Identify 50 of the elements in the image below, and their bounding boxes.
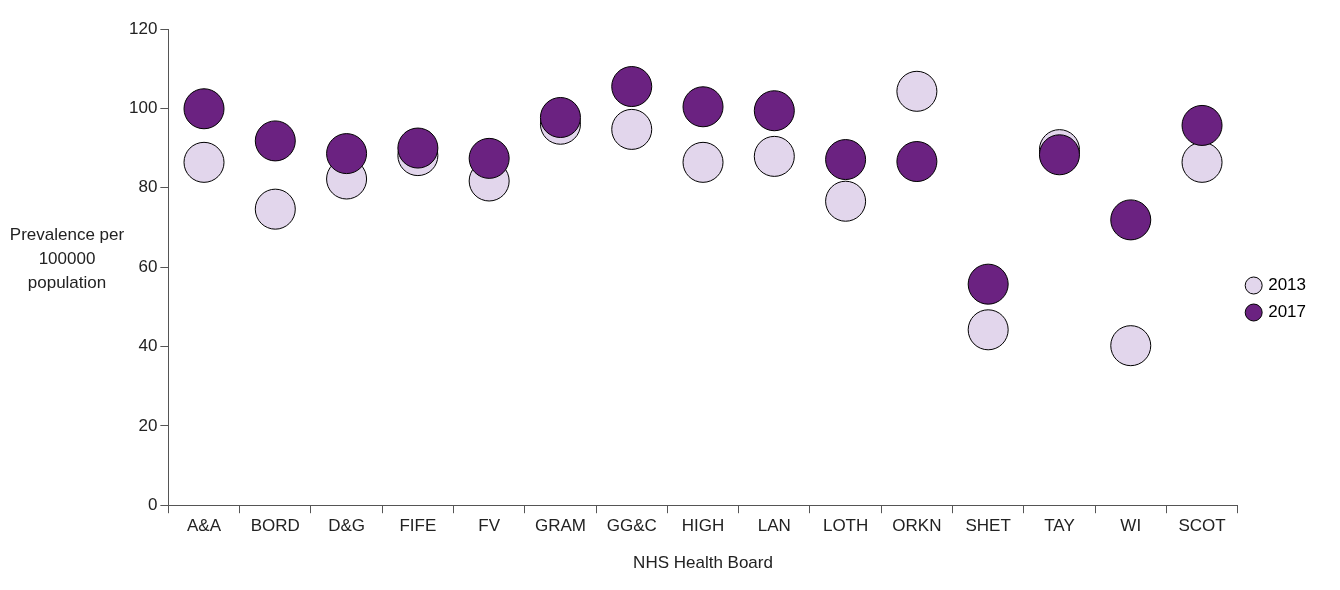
x-tick-label: SHET — [965, 516, 1011, 536]
y-tick-label: 40 — [138, 336, 158, 356]
point — [326, 133, 368, 175]
point — [1110, 325, 1152, 367]
point — [967, 263, 1009, 305]
y-tick-label: 120 — [128, 18, 158, 38]
point — [611, 108, 653, 150]
x-tick-label: GRAM — [534, 516, 586, 536]
x-tick-label: FIFE — [399, 516, 437, 536]
y-tick-label: 80 — [138, 177, 158, 197]
point — [254, 188, 296, 230]
point — [753, 135, 795, 177]
legend-label: 2017 — [1268, 302, 1307, 322]
point — [682, 86, 724, 128]
x-tick-label: FV — [478, 516, 501, 536]
x-tick-label: ORKN — [892, 516, 942, 536]
point — [468, 137, 510, 179]
point — [896, 141, 938, 183]
point — [1181, 141, 1223, 183]
x-tick-label: A&A — [186, 516, 222, 536]
x-tick-label: D&G — [328, 516, 366, 536]
point — [825, 180, 867, 222]
x-tick-label: BORD — [250, 516, 300, 536]
point — [611, 66, 653, 108]
point — [825, 139, 867, 181]
x-tick-label: WI — [1120, 516, 1142, 536]
y-tick-label: 100 — [128, 98, 158, 118]
y-tick-label: 0 — [147, 494, 158, 514]
point — [967, 309, 1009, 351]
point — [183, 141, 225, 183]
x-tick-label: LOTH — [822, 516, 869, 536]
x-axis-title: NHS Health Board — [633, 553, 773, 573]
legend-label: 2013 — [1268, 275, 1307, 295]
point — [397, 127, 439, 169]
point — [1110, 199, 1152, 241]
point — [1181, 104, 1223, 146]
y-axis-title: Prevalence per 100000 population — [8, 224, 126, 294]
point — [539, 96, 581, 138]
point — [753, 90, 795, 132]
x-tick-label: HIGH — [681, 516, 725, 536]
x-tick-label: GG&C — [606, 516, 657, 536]
point — [183, 88, 225, 130]
point — [254, 120, 296, 162]
y-tick-label: 60 — [138, 256, 158, 276]
x-tick-label: LAN — [757, 516, 791, 536]
x-tick-label: SCOT — [1178, 516, 1226, 536]
point — [682, 141, 724, 183]
y-tick-label: 20 — [138, 415, 158, 435]
point — [896, 70, 938, 112]
x-tick-label: TAY — [1044, 516, 1075, 536]
